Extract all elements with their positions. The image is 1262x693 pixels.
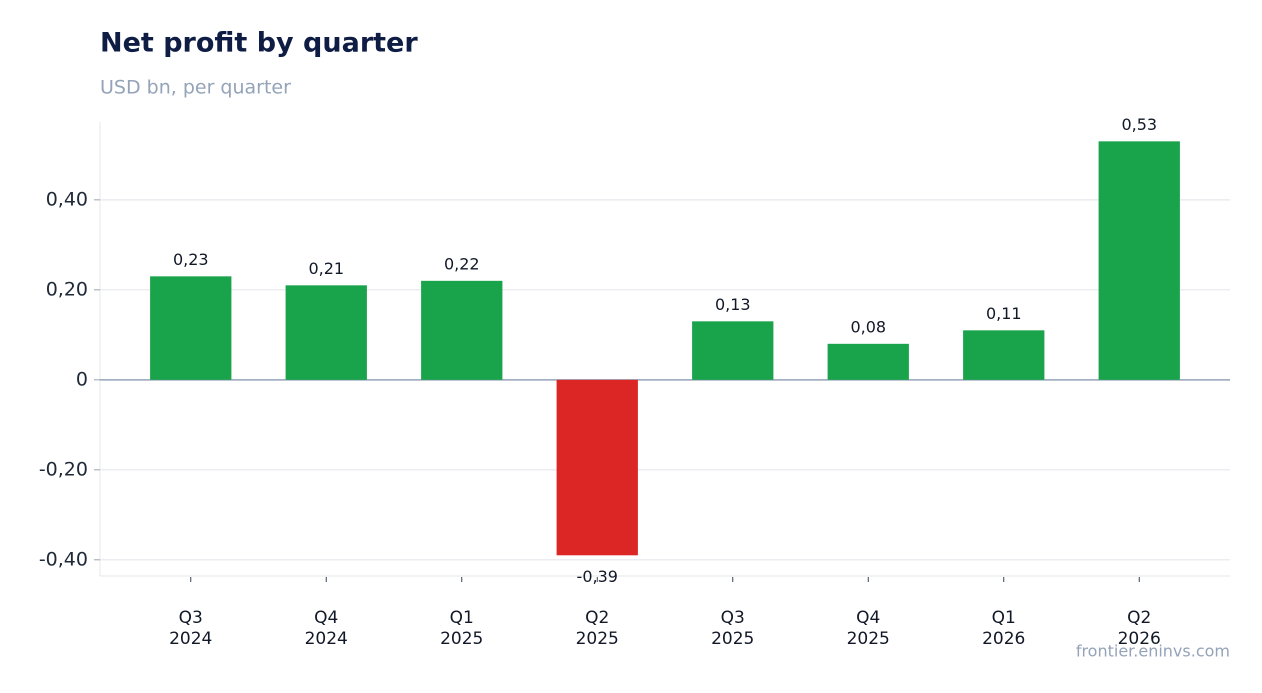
bar <box>963 330 1045 380</box>
source: frontier.eninvs.com <box>1076 642 1230 661</box>
x-tick-label-line: Q3 <box>721 608 745 628</box>
x-tick-label-line: 2025 <box>711 629 754 649</box>
x-tick-label-line: Q3 <box>179 608 203 628</box>
chart-subtitle: USD bn, per quarter <box>100 77 291 99</box>
x-tick-label-line: 2025 <box>576 629 619 649</box>
value-label: 0,53 <box>1121 115 1157 134</box>
bar <box>1098 141 1180 380</box>
x-tick-label-line: 2025 <box>847 629 890 649</box>
x-tick-label-line: 2024 <box>305 629 348 649</box>
x-tick-label-line: 2024 <box>169 629 212 649</box>
x-tick-label-line: 2025 <box>440 629 483 649</box>
x-tick-label: Q4 2024 <box>305 608 348 649</box>
value-label: -0,39 <box>577 567 618 586</box>
x-tick-label-line: Q4 <box>856 608 880 628</box>
x-tick-label-line: 2026 <box>982 629 1025 649</box>
value-label: 0,22 <box>444 254 480 273</box>
value-label: 0,23 <box>173 250 209 269</box>
y-tick-label: 0,20 <box>46 278 88 300</box>
bar <box>692 321 774 380</box>
x-tick-label-line: Q1 <box>992 608 1016 628</box>
x-tick-label-line: Q1 <box>450 608 474 628</box>
x-tick-label-line: Q2 <box>1127 608 1151 628</box>
x-tick-label: Q1 2026 <box>982 608 1025 649</box>
bar <box>827 343 909 380</box>
x-tick-label-line: Q2 <box>585 608 609 628</box>
x-tick-label: Q3 2025 <box>711 608 754 649</box>
y-tick-label: -0,20 <box>39 458 88 480</box>
x-tick-label: Q3 2024 <box>169 608 212 649</box>
bar <box>285 285 367 380</box>
x-tick-label: Q2 2026 <box>1118 608 1161 649</box>
y-tick-label: 0 <box>76 368 88 390</box>
y-tick-label: 0,40 <box>46 188 88 210</box>
x-tick-label-line: 2026 <box>1118 629 1161 649</box>
value-label: 0,13 <box>715 295 751 314</box>
x-tick-label: Q1 2025 <box>440 608 483 649</box>
chart-title: Net profit by quarter <box>100 28 418 59</box>
value-label: 0,11 <box>986 304 1022 323</box>
x-tick-label: Q4 2025 <box>847 608 890 649</box>
x-tick-label: Q2 2025 <box>576 608 619 649</box>
bar <box>556 379 638 556</box>
y-tick-label: -0,40 <box>39 548 88 570</box>
value-label: 0,21 <box>308 259 344 278</box>
bar <box>421 280 503 380</box>
x-tick-label-line: Q4 <box>314 608 338 628</box>
value-label: 0,08 <box>850 317 886 336</box>
bar <box>150 276 232 380</box>
